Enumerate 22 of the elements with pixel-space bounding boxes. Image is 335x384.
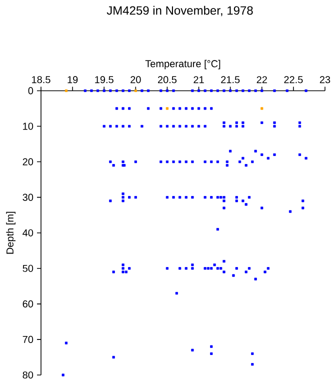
- y-tick-label: 20: [22, 158, 34, 166]
- chart-title: JM4259 in November, 1978: [106, 6, 253, 16]
- x-tick-label: 22: [256, 76, 267, 84]
- x-tick-label: 19: [68, 76, 78, 84]
- x-tick-label: 19.5: [95, 76, 114, 84]
- x-tick-label: 22.5: [284, 76, 303, 84]
- y-tick-label: 40: [22, 229, 34, 236]
- y-tick-label: 70: [22, 336, 34, 343]
- y-axis-title: Depth [m]: [6, 212, 16, 254]
- x-tick-label: 21: [194, 76, 204, 84]
- x-tick-label: 20.5: [158, 76, 177, 84]
- y-tick-label: 60: [22, 300, 34, 308]
- y-tick-label: 30: [22, 194, 34, 201]
- x-tick-label: 21.5: [221, 76, 240, 84]
- x-axis-title: Temperature [°C]: [145, 60, 220, 70]
- y-tick-label: 50: [22, 264, 34, 272]
- y-tick-label: 0: [28, 87, 34, 94]
- y-tick-label: 80: [22, 371, 34, 379]
- x-tick-label: 23: [320, 76, 330, 84]
- x-tick-label: 20: [130, 76, 141, 84]
- y-tick-label: 10: [23, 122, 34, 130]
- x-tick-label: 18.5: [32, 76, 50, 84]
